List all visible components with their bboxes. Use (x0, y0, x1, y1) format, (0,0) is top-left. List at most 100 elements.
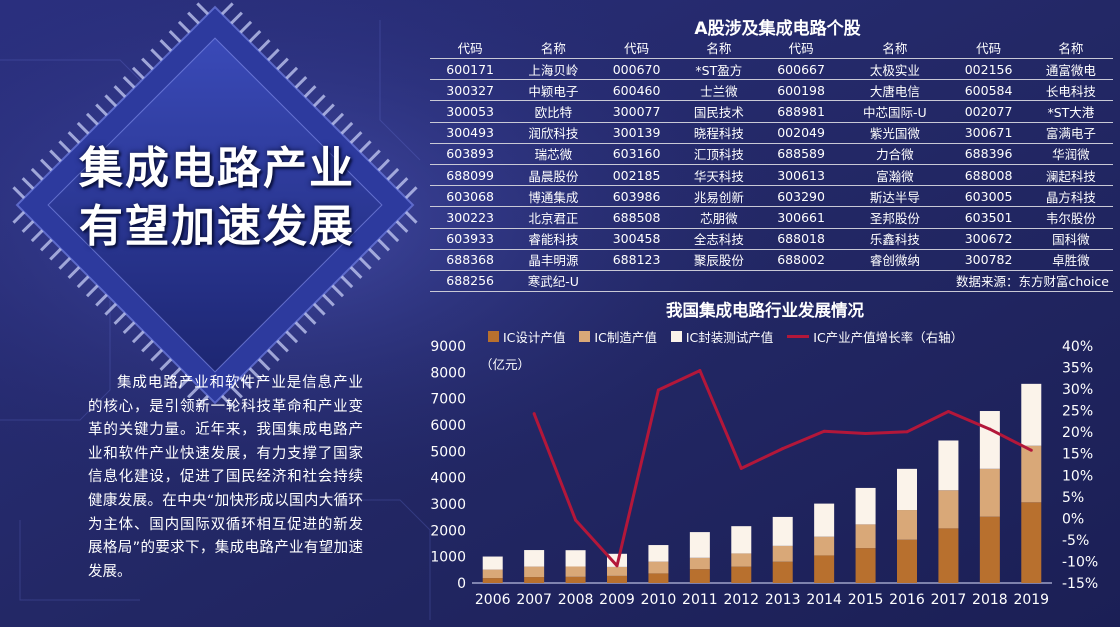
table-cell: 睿创微纳 (841, 249, 949, 271)
table-cell: 睿能科技 (510, 228, 597, 250)
bar-segment (1021, 502, 1042, 583)
bar-segment (1021, 383, 1042, 446)
table-cell: 002049 (760, 122, 842, 144)
y2-tick-label: 15% (1062, 447, 1093, 463)
bar-segment (855, 548, 876, 583)
legend-swatch (579, 330, 591, 342)
bar-segment (814, 536, 835, 556)
y-axis-unit: （亿元） (480, 357, 531, 372)
table-cell: 富瀚微 (841, 164, 949, 187)
x-tick-label: 2013 (765, 592, 801, 608)
bar-segment (524, 577, 545, 583)
table-cell: 603986 (596, 185, 677, 208)
x-tick-label: 2008 (558, 592, 594, 608)
table-cell: 北京君正 (510, 206, 597, 229)
table-cell: *ST盈方 (676, 58, 761, 81)
chart-title: 我国集成电路行业发展情况 (666, 301, 864, 320)
bar-segment (855, 524, 876, 549)
table-cell: 300672 (948, 228, 1029, 250)
growth-rate-point (656, 388, 660, 392)
legend-item: IC制造产值 (579, 327, 657, 346)
bar-segment (648, 573, 669, 583)
y2-tick-label: 20% (1062, 425, 1093, 441)
y2-tick-label: -15% (1062, 576, 1098, 592)
stock-table: 代码 名称 代码 名称 代码 名称 代码 名称 600171 上海贝岭 000670 *ST盈方 60… (430, 37, 1113, 293)
y-tick-label: 8000 (430, 365, 466, 381)
table-cell: 润欣科技 (510, 122, 597, 144)
y-tick-label: 3000 (430, 497, 466, 513)
y-tick-label: 9000 (430, 339, 466, 355)
table-cell: *ST大港 (1028, 100, 1113, 123)
y-tick-label: 2000 (430, 523, 466, 539)
bar-segment (689, 557, 710, 570)
table-cell: 汇顶科技 (676, 143, 761, 165)
x-tick-label: 2019 (1013, 592, 1049, 608)
x-tick-label: 2012 (723, 592, 759, 608)
y-tick-label: 4000 (430, 471, 466, 487)
y-tick-label: 5000 (430, 444, 466, 460)
table-cell: 300327 (430, 79, 511, 102)
table-cell: 华天科技 (676, 164, 761, 187)
bar-segment (731, 553, 752, 567)
bar-segment (565, 550, 586, 567)
growth-rate-point (615, 564, 619, 568)
table-cell: 600584 (948, 79, 1029, 102)
growth-rate-point (988, 427, 992, 431)
table-cell: 002156 (948, 58, 1029, 81)
table-row: 600171 上海贝岭 000670 *ST盈方 600667 太极实业 002156 通富微… (430, 58, 1113, 81)
bar-segment (565, 576, 586, 583)
table-cell: 603290 (760, 185, 842, 208)
y2-tick-label: 30% (1062, 382, 1093, 398)
table-row: 688256 寒武纪-U 数据来源：东方财富choice (430, 270, 1113, 293)
bar-segment (648, 545, 669, 562)
table-cell: 688008 (948, 164, 1029, 187)
bar-segment (731, 566, 752, 583)
table-cell: 通富微电 (1028, 58, 1113, 81)
bar-segment (648, 561, 669, 574)
growth-rate-point (739, 466, 743, 470)
growth-rate-point (864, 431, 868, 435)
table-cell: 603160 (596, 143, 677, 165)
x-tick-label: 2016 (889, 592, 925, 608)
table-cell: 士兰微 (676, 79, 761, 102)
table-cell: 300661 (760, 206, 842, 229)
table-title: A股涉及集成电路个股 (694, 19, 861, 39)
table-cell: 600460 (596, 79, 677, 102)
x-tick-label: 2017 (931, 592, 967, 608)
x-tick-label: 2007 (516, 592, 552, 608)
y2-tick-label: 25% (1062, 404, 1093, 420)
table-cell: 688508 (596, 206, 677, 229)
y2-tick-label: 40% (1062, 339, 1093, 355)
table-cell: 688589 (760, 143, 842, 165)
table-cell: 长电科技 (1028, 79, 1113, 102)
growth-rate-point (822, 429, 826, 433)
table-cell: 晶晨股份 (510, 164, 597, 187)
column-header: 代码 (596, 37, 677, 59)
legend-label: IC产业产值增长率（右轴） (813, 329, 964, 345)
column-header: 名称 (841, 37, 949, 59)
table-cell: 300782 (948, 249, 1029, 271)
bar-segment (897, 539, 917, 583)
table-cell: 兆易创新 (676, 185, 761, 208)
y2-tick-label: 10% (1062, 468, 1093, 484)
table-cell: 斯达半导 (841, 185, 949, 208)
table-row: 300053 欧比特 300077 国民技术 688981 中芯国际-U 002077 *ST… (430, 100, 1113, 123)
growth-rate-point (781, 447, 785, 451)
bar-segment (772, 516, 793, 546)
table-row: 688099 晶晨股份 002185 华天科技 300613 富瀚微 688008 澜起科技 (430, 164, 1113, 187)
bar-segment (772, 561, 793, 583)
legend-item: IC设计产值 (488, 327, 565, 346)
legend-label: IC制造产值 (594, 329, 657, 345)
bar-segment (482, 556, 503, 570)
headline: 集成电路产业 有望加速发展 (52, 140, 382, 256)
table-cell: 晓程科技 (676, 122, 761, 144)
bar-segment (938, 490, 959, 529)
table-cell: 603005 (948, 185, 1029, 208)
table-cell: 688981 (760, 100, 842, 123)
table-cell: 300077 (596, 100, 677, 123)
table-cell: 688368 (430, 249, 511, 271)
headline-line1: 集成电路产业 (79, 143, 355, 194)
bar-segment (565, 566, 586, 577)
table-header-row: 代码 名称 代码 名称 代码 名称 代码 名称 (430, 37, 1113, 59)
y-tick-label: 0 (457, 576, 466, 592)
